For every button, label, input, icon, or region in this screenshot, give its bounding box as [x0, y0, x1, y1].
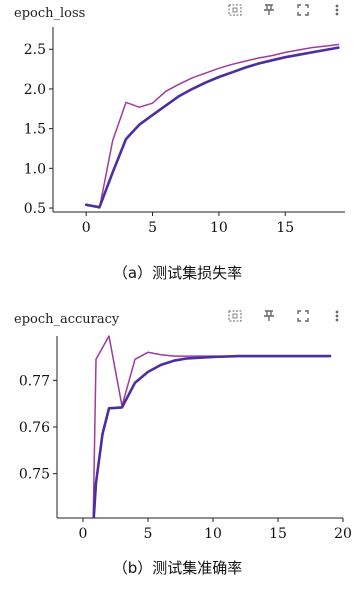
accuracy-chart-panel: epoch_accuracy 0 5 10 15 20 0.75 0.76 0.77 — [0, 306, 355, 556]
caption-accuracy: （b）测试集准确率 — [112, 559, 243, 577]
chart-toolbar — [227, 2, 345, 18]
y-tick-label: 2.5 — [24, 42, 46, 58]
x-tick-label: 5 — [148, 220, 157, 236]
accuracy-plot: 0 5 10 15 20 0.75 0.76 0.77 — [19, 335, 352, 542]
y-tick-label: 0.5 — [24, 201, 46, 217]
y-tick-label: 1.0 — [24, 161, 46, 177]
series-line-smoothed — [84, 46, 340, 209]
series-line-raw — [92, 335, 331, 518]
caption-loss: （a）测试集损失率 — [112, 264, 243, 282]
more-vert-icon[interactable] — [329, 308, 345, 324]
fullscreen-icon[interactable] — [295, 2, 311, 18]
loss-chart-panel: epoch_loss 0 5 10 15 0.5 1.0 1.5 2.0 2.5 — [0, 0, 355, 260]
y-tick-label: 0.77 — [19, 373, 50, 389]
fit-domain-icon[interactable] — [227, 2, 243, 18]
pin-icon[interactable] — [261, 2, 277, 18]
series-group — [84, 43, 340, 209]
fit-domain-icon[interactable] — [227, 308, 243, 324]
y-tick-label: 0.75 — [19, 467, 50, 483]
x-tick-label: 10 — [204, 526, 222, 542]
more-vert-icon[interactable] — [329, 2, 345, 18]
x-tick-label: 10 — [210, 220, 228, 236]
x-tick-label: 5 — [144, 526, 153, 542]
chart-title: epoch_accuracy — [14, 312, 120, 327]
x-tick-label: 0 — [82, 220, 91, 236]
x-tick-label: 20 — [334, 526, 352, 542]
loss-plot: 0 5 10 15 0.5 1.0 1.5 2.0 2.5 — [24, 27, 345, 236]
chart-toolbar — [227, 308, 345, 324]
y-tick-label: 1.5 — [24, 122, 46, 138]
x-tick-label: 0 — [79, 526, 88, 542]
y-tick-label: 2.0 — [24, 82, 46, 98]
series-line-smoothed — [92, 354, 332, 518]
fullscreen-icon[interactable] — [295, 308, 311, 324]
x-tick-label: 15 — [276, 220, 294, 236]
series-group — [92, 335, 332, 518]
x-tick-label: 15 — [269, 526, 287, 542]
pin-icon[interactable] — [261, 308, 277, 324]
series-line-raw — [85, 43, 340, 209]
y-tick-label: 0.76 — [19, 420, 50, 436]
chart-title: epoch_loss — [14, 6, 86, 21]
